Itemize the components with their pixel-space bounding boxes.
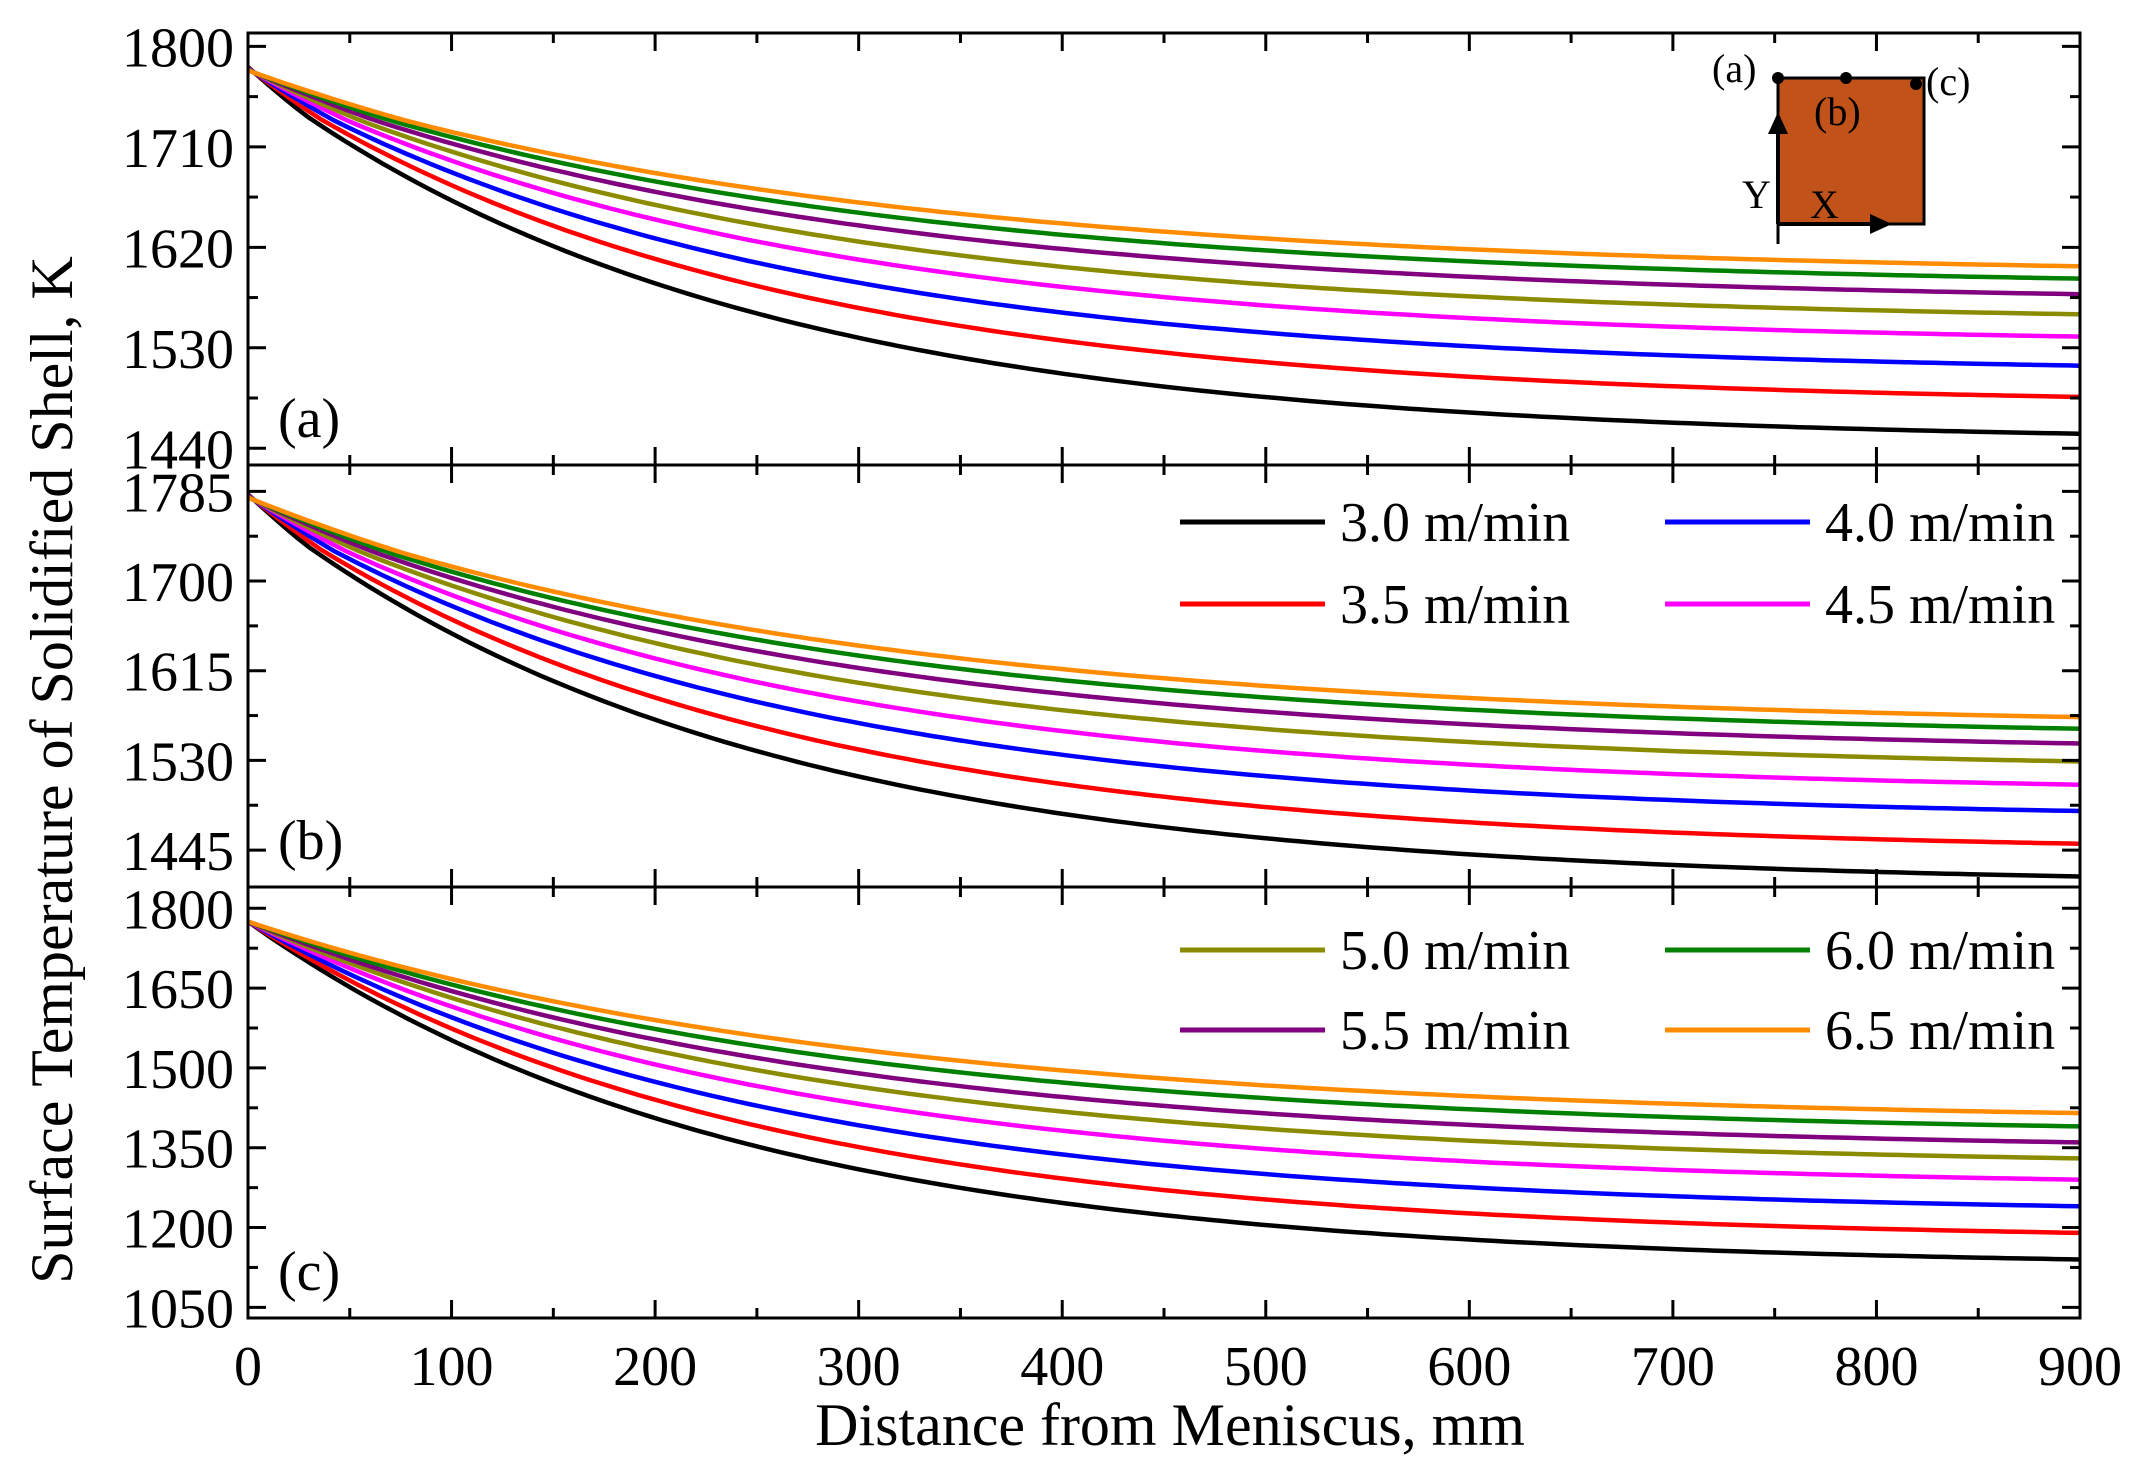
inset-point-c — [1910, 78, 1922, 90]
series-line-3-0-m-min-panel-2 — [246, 492, 2081, 879]
legend-label: 5.5 m/min — [1340, 1000, 1570, 1062]
legend-label: 6.5 m/min — [1825, 1000, 2055, 1062]
legend-item: 4.0 m/min — [1665, 492, 2055, 554]
tick-layer — [246, 33, 2082, 1318]
series-line-6-0-m-min-panel-2 — [247, 495, 2081, 732]
y-tick-label: 1620 — [122, 218, 234, 280]
y-tick-label: 1615 — [122, 642, 234, 704]
y-tick-label: 1500 — [122, 1039, 234, 1101]
series-line-3-5-m-min-panel-2 — [246, 493, 2081, 846]
x-tick-label: 700 — [1631, 1336, 1715, 1398]
y-tick-label: 1445 — [122, 821, 234, 883]
series-line-4-0-m-min-panel-1 — [246, 66, 2081, 368]
y-tick-label: 1050 — [122, 1278, 234, 1340]
y-tick-label: 1650 — [122, 959, 234, 1021]
x-tick-label: 900 — [2038, 1336, 2122, 1398]
y-tick-label: 1710 — [122, 118, 234, 180]
label-layer: 1440 1530 1620 1710 1800 (a) 1445 1530 1615 1700 1… — [122, 17, 2122, 1398]
legend-label: 6.0 m/min — [1825, 920, 2055, 982]
series-line-3-5-m-min-panel-3 — [246, 919, 2081, 1236]
series-line-6-0-m-min-panel-3 — [247, 919, 2081, 1129]
x-tick-label: 300 — [817, 1336, 901, 1398]
legend-layer: 3.0 m/min 4.0 m/min 3.5 m/min 4.5 m/min 5.0 … — [1180, 492, 2055, 1062]
inset-diagram: (a) (b) (c) XY — [1712, 46, 1970, 244]
legend-item: 6.5 m/min — [1665, 1000, 2055, 1062]
series-line-5-5-m-min-panel-3 — [247, 919, 2081, 1145]
x-tick-label: 400 — [1020, 1336, 1104, 1398]
series-line-3-5-m-min-panel-1 — [246, 66, 2081, 400]
y-tick-label: 1800 — [122, 879, 234, 941]
inset-point-a — [1772, 72, 1784, 84]
series-line-4-5-m-min-panel-2 — [246, 494, 2081, 787]
inset-label-b: (b) — [1814, 89, 1861, 134]
legend-label: 4.5 m/min — [1825, 574, 2055, 636]
series-line-6-0-m-min-panel-1 — [247, 68, 2081, 281]
y-tick-label: 1530 — [122, 319, 234, 381]
series-line-6-5-m-min-panel-3 — [247, 919, 2081, 1116]
y-tick-label: 1785 — [122, 462, 234, 524]
legend-item: 3.0 m/min — [1180, 492, 1570, 554]
inset-label-a: (a) — [1712, 46, 1756, 91]
series-line-3-0-m-min-panel-3 — [246, 919, 2081, 1262]
legend-item: 5.5 m/min — [1180, 1000, 1570, 1062]
series-line-5-5-m-min-panel-1 — [247, 67, 2081, 297]
panel-label: (c) — [278, 1241, 340, 1303]
inset-point-b — [1840, 72, 1852, 84]
series-line-5-0-m-min-panel-2 — [246, 494, 2081, 764]
x-tick-label: 0 — [234, 1336, 262, 1398]
legend-label: 4.0 m/min — [1825, 492, 2055, 554]
series-line-4-0-m-min-panel-3 — [246, 919, 2081, 1209]
legend-label: 3.5 m/min — [1340, 574, 1570, 636]
legend-item: 3.5 m/min — [1180, 574, 1570, 636]
legend-item: 4.5 m/min — [1665, 574, 2055, 636]
plot-layer — [246, 65, 2081, 1262]
series-line-6-5-m-min-panel-2 — [247, 495, 2081, 720]
inset-label-c: (c) — [1926, 59, 1970, 104]
series-line-3-0-m-min-panel-1 — [246, 65, 2081, 436]
legend-label: 5.0 m/min — [1340, 920, 1570, 982]
y-tick-label: 1700 — [122, 552, 234, 614]
panel-frame-2 — [246, 463, 2082, 889]
series-line-5-0-m-min-panel-3 — [247, 919, 2081, 1161]
x-tick-label: 200 — [613, 1336, 697, 1398]
series-line-4-5-m-min-panel-1 — [246, 67, 2081, 339]
x-tick-label: 100 — [410, 1336, 494, 1398]
x-tick-label: 600 — [1427, 1336, 1511, 1398]
y-tick-label: 1200 — [122, 1199, 234, 1261]
x-tick-label: 800 — [1834, 1336, 1918, 1398]
series-line-6-5-m-min-panel-1 — [247, 68, 2081, 269]
inset-x-arrowhead — [1870, 214, 1892, 234]
legend-item: 5.0 m/min — [1180, 920, 1570, 982]
x-tick-label: 500 — [1224, 1336, 1308, 1398]
series-line-4-5-m-min-panel-3 — [246, 919, 2081, 1182]
panel-label: (b) — [278, 810, 343, 872]
y-tick-label: 1530 — [122, 731, 234, 793]
panel-label: (a) — [278, 388, 340, 450]
inset-label-x: X — [1810, 182, 1839, 227]
inset-y-arrowhead — [1768, 112, 1788, 134]
series-line-4-0-m-min-panel-2 — [246, 493, 2081, 814]
y-tick-label: 1800 — [122, 17, 234, 79]
y-tick-label: 1350 — [122, 1119, 234, 1181]
legend-item: 6.0 m/min — [1665, 920, 2055, 982]
x-axis-title: Distance from Meniscus, mm — [815, 1392, 1525, 1458]
y-axis-title: Surface Temperature of Solidified Shell,… — [19, 256, 85, 1284]
series-line-5-0-m-min-panel-1 — [247, 67, 2081, 317]
legend-label: 3.0 m/min — [1340, 492, 1570, 554]
y-tick-label: 1440 — [122, 419, 234, 481]
series-line-5-5-m-min-panel-2 — [247, 495, 2081, 746]
inset-label-y: Y — [1742, 172, 1771, 217]
